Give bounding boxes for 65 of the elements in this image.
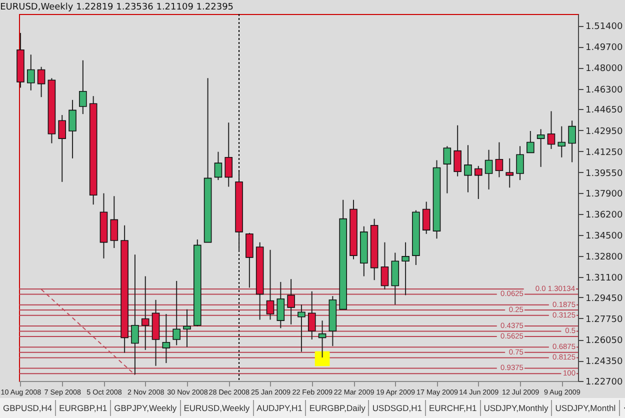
chart-title: EURUSD,Weekly 1.22819 1.23536 1.21109 1.22395	[0, 2, 234, 12]
y-tick-label: 1.44650	[586, 106, 623, 116]
y-tick-label: 1.49700	[586, 43, 623, 54]
text: EURGBP,H1	[56, 400, 112, 416]
candlestick	[495, 142, 504, 178]
y-tick-label: 1.42950	[586, 126, 623, 137]
candlestick	[308, 290, 316, 340]
candlestick	[506, 158, 514, 188]
candlestick	[141, 276, 150, 350]
candlestick	[79, 60, 87, 115]
candlestick	[162, 314, 170, 364]
candlestick	[402, 242, 410, 296]
candlestick	[380, 242, 389, 290]
text: GBPUSD,H4	[0, 400, 56, 416]
y-tick-label: 1.48000	[586, 64, 623, 74]
candlestick	[526, 130, 534, 154]
y-tick-label: 1.26050	[586, 336, 623, 346]
candlestick	[131, 254, 139, 375]
y-tick-label: 1.51400	[586, 22, 623, 32]
candlestick	[224, 122, 233, 188]
candlestick	[246, 232, 254, 288]
y-tick-label: 1.32800	[586, 252, 623, 262]
candlestick	[464, 144, 472, 193]
text: USDJPY,Monthly	[480, 400, 552, 416]
candlestick	[484, 149, 493, 190]
candlestick	[454, 124, 462, 177]
y-tick-label: 1.36200	[586, 210, 623, 220]
y-tick-label: 1.22700	[586, 378, 623, 388]
text: EURCHF,H1	[426, 400, 481, 416]
y-tick-label: 1.46300	[586, 85, 623, 96]
candlestick	[422, 201, 430, 234]
candlestick	[26, 54, 35, 91]
candlestick	[558, 126, 566, 158]
candlestick	[287, 278, 295, 325]
candlestick	[276, 281, 285, 329]
text: AUDJPY,H1	[254, 400, 306, 416]
candlestick	[183, 308, 191, 348]
candlestick	[568, 120, 576, 163]
y-tick-label: 1.29450	[586, 294, 623, 304]
y-tick-label: 1.24350	[586, 357, 623, 368]
candlestick	[318, 320, 326, 358]
text: USDJPY,Monthl	[552, 400, 620, 416]
candlestick	[37, 66, 46, 98]
candlestick	[547, 110, 556, 150]
text: GBPJPY,Weekly	[111, 400, 181, 416]
candlestick	[58, 114, 66, 182]
candlestick	[110, 196, 118, 249]
text: USDSGD,H1	[369, 400, 426, 416]
text: EURGBP,Daily	[306, 400, 370, 416]
y-tick-label: 1.34500	[586, 231, 623, 242]
y-tick-label: 1.27750	[586, 314, 623, 325]
y-tick-label: 1.41250	[586, 148, 623, 158]
candlestick	[516, 146, 524, 181]
candlestick	[214, 151, 222, 181]
candlestick	[536, 128, 545, 168]
candlestick	[266, 249, 274, 320]
candlestick	[172, 280, 180, 346]
candlestick	[68, 99, 76, 159]
y-tick-label: 1.39550	[586, 168, 623, 179]
y-tick-label: 1.31100	[586, 273, 623, 284]
candlestick	[298, 304, 306, 352]
candlestick	[443, 146, 452, 194]
y-tick-label: 1.37900	[586, 189, 623, 200]
candlestick	[474, 165, 482, 200]
text: EURUSD,Weekly	[180, 400, 254, 416]
